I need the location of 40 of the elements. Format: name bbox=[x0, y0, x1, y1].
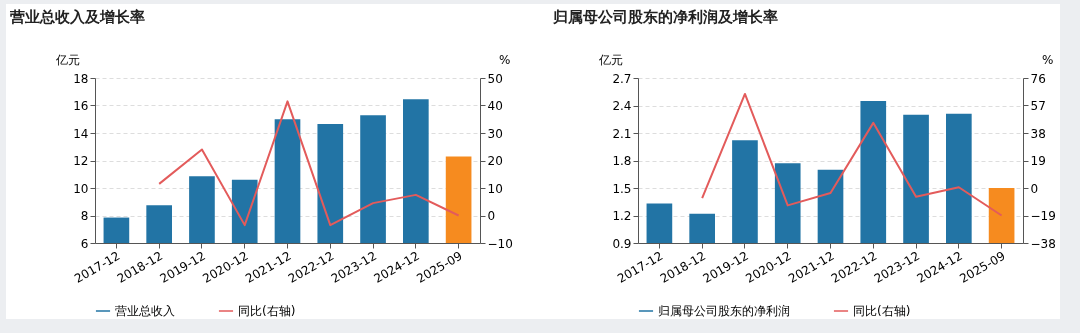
y-tick-label: 2.1 bbox=[612, 126, 632, 141]
y2-tick-label: −38 bbox=[1030, 236, 1056, 251]
y-axis-title: 亿元 bbox=[54, 52, 80, 67]
y2-tick-label: 10 bbox=[487, 181, 503, 196]
y-tick-label: 1.5 bbox=[612, 181, 632, 196]
y-tick-label: 14 bbox=[73, 126, 89, 141]
y2-tick-label: 30 bbox=[487, 126, 503, 141]
y2-axis-title: % bbox=[1042, 52, 1054, 67]
y2-tick-label: 57 bbox=[1030, 99, 1046, 113]
y2-tick-label: 76 bbox=[1030, 71, 1046, 86]
y2-tick-label: 40 bbox=[487, 99, 503, 113]
legend-label: 同比(右轴) bbox=[238, 304, 296, 318]
y2-tick-label: −10 bbox=[487, 236, 513, 251]
chart-title: 营业总收入及增长率 bbox=[9, 8, 145, 26]
line-series bbox=[158, 100, 460, 227]
y-tick-label: 12 bbox=[73, 154, 89, 168]
y-tick-label: 2.4 bbox=[612, 99, 632, 113]
y-tick-label: 1.8 bbox=[612, 154, 632, 168]
y-tick-label: 0.9 bbox=[612, 236, 632, 251]
y-tick-label: 10 bbox=[73, 181, 89, 196]
y2-tick-label: 20 bbox=[487, 154, 503, 168]
y-tick-label: 18 bbox=[73, 71, 89, 86]
y2-tick-label: 19 bbox=[1030, 154, 1046, 168]
legend-label: 归属母公司股东的净利润 bbox=[658, 304, 790, 318]
y2-tick-label: −19 bbox=[1030, 209, 1056, 223]
y2-tick-label: 0 bbox=[1030, 181, 1039, 196]
y-tick-label: 6 bbox=[80, 236, 89, 251]
y2-tick-label: 0 bbox=[487, 209, 496, 223]
y2-tick-label: 50 bbox=[487, 71, 503, 86]
line-series bbox=[701, 92, 1003, 217]
y-tick-label: 16 bbox=[73, 99, 89, 113]
y-axis-title: 亿元 bbox=[597, 52, 623, 67]
chart-title: 归属母公司股东的净利润及增长率 bbox=[552, 8, 778, 26]
y-tick-label: 1.2 bbox=[612, 209, 632, 223]
y-tick-label: 2.7 bbox=[612, 71, 632, 86]
legend-label: 营业总收入 bbox=[115, 304, 175, 318]
legend-label: 同比(右轴) bbox=[853, 304, 911, 318]
y2-axis-title: % bbox=[499, 52, 511, 67]
y2-tick-label: 38 bbox=[1030, 126, 1046, 141]
y-tick-label: 8 bbox=[80, 209, 89, 223]
